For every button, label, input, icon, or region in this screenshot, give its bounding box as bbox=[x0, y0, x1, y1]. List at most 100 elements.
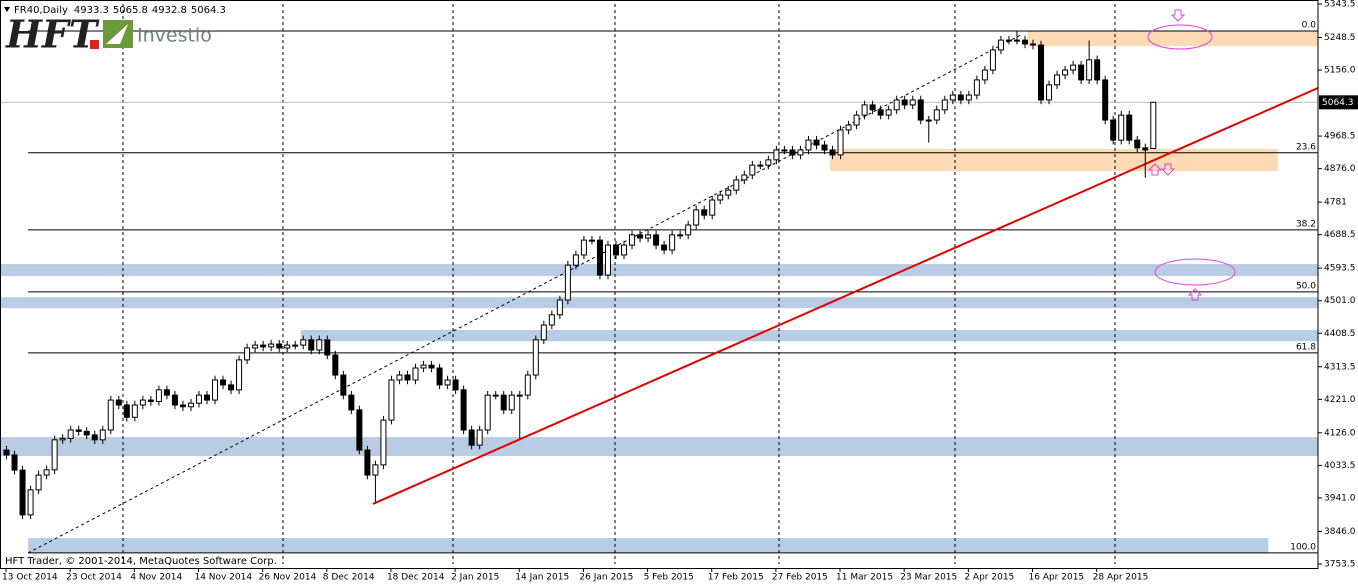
x-tick-label: 23 Oct 2014 bbox=[66, 573, 122, 583]
fib-label: 50.0 bbox=[1296, 281, 1316, 291]
ellipse-annotation bbox=[1154, 258, 1236, 286]
candle-body bbox=[885, 109, 892, 116]
candle-body bbox=[11, 454, 18, 471]
logo-name: Investio bbox=[137, 25, 212, 47]
x-tick-label: 4 Nov 2014 bbox=[130, 573, 182, 583]
zone bbox=[28, 538, 1269, 553]
candle-body bbox=[356, 409, 363, 451]
candle-body bbox=[1013, 39, 1020, 42]
logo-brand: HFT bbox=[5, 12, 100, 57]
candle-body bbox=[821, 144, 828, 151]
candle-body bbox=[107, 399, 114, 431]
candle-body bbox=[877, 109, 884, 116]
candle-body bbox=[51, 439, 58, 471]
annotations bbox=[1147, 9, 1236, 301]
candle-body bbox=[516, 394, 523, 397]
candle-body bbox=[604, 244, 611, 276]
candle-body bbox=[348, 394, 355, 411]
fib-label: 100.0 bbox=[1290, 542, 1316, 552]
logo-mark bbox=[106, 24, 128, 44]
candle-body bbox=[204, 394, 211, 401]
zone bbox=[0, 297, 1318, 309]
candle-body bbox=[725, 189, 732, 196]
x-tick-label: 2 Jan 2015 bbox=[451, 573, 499, 583]
y-tick-label: 4408.5 bbox=[1324, 329, 1356, 339]
candle-body bbox=[131, 404, 138, 418]
y-tick-label: 4313.5 bbox=[1324, 362, 1356, 372]
zone bbox=[0, 264, 1318, 277]
plot-frame bbox=[0, 0, 1319, 569]
candle-body bbox=[59, 437, 66, 441]
candle-body bbox=[757, 164, 764, 167]
candle-body bbox=[155, 389, 162, 402]
x-tick-label: 11 Mar 2015 bbox=[836, 573, 893, 583]
candle-body bbox=[580, 239, 587, 256]
candle-body bbox=[1134, 139, 1141, 149]
candle-body bbox=[1126, 114, 1133, 141]
candle-body bbox=[324, 339, 331, 356]
candle-body bbox=[1118, 114, 1125, 141]
y-tick-label: 5248.5 bbox=[1324, 33, 1356, 43]
candle-body bbox=[75, 429, 82, 432]
candle-body bbox=[1062, 69, 1069, 76]
trendline bbox=[372, 87, 1319, 505]
candle-body bbox=[404, 374, 411, 381]
candle-body bbox=[588, 239, 595, 242]
candle-body bbox=[829, 149, 836, 156]
candle-body bbox=[1150, 101, 1157, 149]
candle-body bbox=[765, 159, 772, 166]
logo: HFT Investio bbox=[5, 12, 212, 57]
candle-body bbox=[1070, 64, 1077, 71]
candle-body bbox=[805, 139, 812, 151]
candle-body bbox=[693, 209, 700, 226]
candle-body bbox=[212, 379, 219, 401]
header-close: 5064.3 bbox=[191, 5, 226, 16]
candle-body bbox=[340, 374, 347, 396]
candle-body bbox=[853, 114, 860, 126]
candle-body bbox=[1005, 39, 1012, 42]
candle-body bbox=[524, 374, 531, 396]
candle-body bbox=[300, 339, 307, 346]
zones bbox=[0, 30, 1318, 553]
y-tick-label: 3846.0 bbox=[1324, 527, 1356, 537]
candle-body bbox=[492, 394, 499, 397]
candle-body bbox=[709, 199, 716, 216]
candle-body bbox=[861, 104, 868, 116]
header-low: 4932.8 bbox=[152, 5, 187, 16]
candle-body bbox=[43, 469, 50, 476]
candle-body bbox=[645, 234, 652, 239]
candle-body bbox=[540, 324, 547, 341]
header: FR40,Daily 4933.3 5065.8 4932.8 5064.3 bbox=[4, 5, 226, 16]
candle-body bbox=[949, 94, 956, 101]
candle-body bbox=[236, 359, 243, 391]
candle-body bbox=[260, 344, 267, 348]
candle-body bbox=[228, 384, 235, 391]
y-tick-label: 4968.5 bbox=[1324, 132, 1356, 142]
candle-body bbox=[556, 299, 563, 316]
y-tick-label: 4126.0 bbox=[1324, 428, 1356, 438]
candle-body bbox=[813, 139, 820, 146]
header-text: FR40,Daily 4933.3 5065.8 4932.8 5064.3 bbox=[14, 5, 226, 16]
x-tick-label: 26 Nov 2014 bbox=[259, 573, 317, 583]
x-tick-label: 8 Dec 2014 bbox=[323, 573, 375, 583]
fib-label: 61.8 bbox=[1296, 342, 1316, 352]
y-tick-label: 5156.0 bbox=[1324, 66, 1356, 76]
candle-body bbox=[669, 234, 676, 251]
arrow-up bbox=[1187, 288, 1203, 301]
candle-body bbox=[163, 389, 170, 396]
candle-body bbox=[1030, 43, 1037, 46]
candle-body bbox=[733, 179, 740, 191]
candle-body bbox=[773, 149, 780, 161]
candle-body bbox=[1078, 64, 1085, 81]
y-tick-label: 4593.5 bbox=[1324, 264, 1356, 274]
candle-body bbox=[532, 339, 539, 376]
y-tick-label: 4221.0 bbox=[1324, 395, 1356, 405]
candle-body bbox=[1046, 84, 1053, 101]
candle-body bbox=[685, 224, 692, 236]
candle-body bbox=[428, 364, 435, 369]
y-tick-label: 4033.5 bbox=[1324, 461, 1356, 471]
price-box-label: 5064.3 bbox=[1322, 98, 1354, 108]
candle-body bbox=[901, 99, 908, 106]
